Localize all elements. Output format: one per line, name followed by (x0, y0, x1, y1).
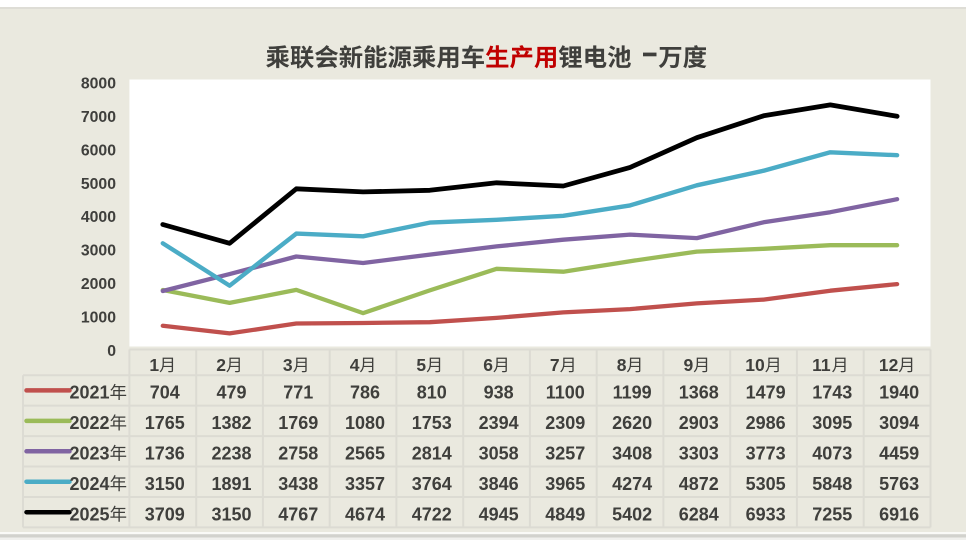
svg-text:479: 479 (216, 383, 246, 403)
svg-text:6916: 6916 (879, 504, 919, 524)
svg-text:1940: 1940 (879, 383, 919, 403)
svg-text:3: 3 (283, 355, 293, 375)
svg-text:810: 810 (417, 383, 447, 403)
svg-text:3058: 3058 (479, 444, 519, 464)
svg-text:2022: 2022 (70, 413, 110, 433)
svg-text:1743: 1743 (812, 383, 852, 403)
svg-text:7255: 7255 (812, 504, 852, 524)
svg-text:2024: 2024 (70, 474, 110, 494)
svg-text:938: 938 (484, 383, 514, 403)
svg-text:1765: 1765 (145, 413, 185, 433)
svg-text:1736: 1736 (145, 444, 185, 464)
svg-text:2025: 2025 (70, 504, 110, 524)
svg-text:4073: 4073 (812, 444, 852, 464)
svg-text:3257: 3257 (545, 444, 585, 464)
svg-text:2565: 2565 (345, 444, 385, 464)
svg-text:3150: 3150 (145, 474, 185, 494)
svg-text:6: 6 (483, 355, 493, 375)
svg-text:2394: 2394 (479, 413, 519, 433)
svg-text:2000: 2000 (81, 276, 116, 293)
svg-text:4767: 4767 (278, 504, 318, 524)
svg-text:1479: 1479 (746, 383, 786, 403)
svg-text:6284: 6284 (679, 504, 719, 524)
svg-text:2: 2 (216, 355, 226, 375)
svg-text:5402: 5402 (612, 504, 652, 524)
svg-text:8000: 8000 (81, 76, 116, 93)
svg-text:4849: 4849 (545, 504, 585, 524)
svg-text:1891: 1891 (211, 474, 251, 494)
svg-text:3095: 3095 (812, 413, 852, 433)
svg-text:4000: 4000 (81, 209, 116, 226)
svg-text:3408: 3408 (612, 444, 652, 464)
svg-text:3150: 3150 (211, 504, 251, 524)
svg-text:1000: 1000 (81, 309, 116, 326)
svg-text:2021: 2021 (70, 383, 110, 403)
svg-text:5000: 5000 (81, 176, 116, 193)
svg-text:9: 9 (684, 355, 694, 375)
svg-text:4722: 4722 (412, 504, 452, 524)
svg-text:12: 12 (879, 355, 899, 375)
svg-text:2309: 2309 (545, 413, 585, 433)
svg-text:5763: 5763 (879, 474, 919, 494)
svg-text:1100: 1100 (546, 383, 585, 403)
svg-text:1769: 1769 (278, 413, 318, 433)
svg-text:2758: 2758 (278, 444, 318, 464)
svg-text:4274: 4274 (612, 474, 652, 494)
svg-text:2986: 2986 (746, 413, 786, 433)
svg-text:1368: 1368 (679, 383, 719, 403)
svg-text:2238: 2238 (211, 444, 251, 464)
svg-text:3094: 3094 (879, 413, 919, 433)
svg-text:704: 704 (150, 383, 180, 403)
svg-text:4: 4 (350, 355, 360, 375)
svg-text:3000: 3000 (81, 243, 116, 260)
svg-text:1199: 1199 (613, 383, 652, 403)
svg-text:10: 10 (745, 355, 765, 375)
svg-text:1382: 1382 (211, 413, 251, 433)
svg-text:5: 5 (416, 355, 426, 375)
svg-text:5305: 5305 (746, 474, 786, 494)
svg-text:3303: 3303 (679, 444, 719, 464)
svg-text:11: 11 (812, 355, 831, 375)
svg-text:5848: 5848 (812, 474, 852, 494)
svg-text:3773: 3773 (746, 444, 786, 464)
svg-text:1: 1 (149, 355, 159, 375)
svg-text:771: 771 (283, 383, 313, 403)
svg-text:786: 786 (350, 383, 380, 403)
svg-text:8: 8 (617, 355, 627, 375)
svg-text:1753: 1753 (412, 413, 452, 433)
svg-text:2620: 2620 (612, 413, 652, 433)
svg-text:7000: 7000 (81, 109, 116, 126)
svg-text:7: 7 (550, 355, 560, 375)
svg-text:4945: 4945 (479, 504, 519, 524)
svg-text:6933: 6933 (746, 504, 786, 524)
svg-text:4674: 4674 (345, 504, 385, 524)
svg-text:2023: 2023 (70, 444, 110, 464)
svg-text:6000: 6000 (81, 142, 116, 159)
svg-text:3846: 3846 (479, 474, 519, 494)
svg-text:3764: 3764 (412, 474, 452, 494)
svg-text:3357: 3357 (345, 474, 385, 494)
svg-text:4872: 4872 (679, 474, 719, 494)
svg-text:4459: 4459 (879, 444, 919, 464)
svg-text:3709: 3709 (145, 504, 185, 524)
svg-text:3438: 3438 (278, 474, 318, 494)
svg-text:0: 0 (107, 343, 116, 360)
svg-text:1080: 1080 (345, 413, 385, 433)
svg-text:3965: 3965 (545, 474, 585, 494)
svg-text:2814: 2814 (412, 444, 452, 464)
svg-text:2903: 2903 (679, 413, 719, 433)
